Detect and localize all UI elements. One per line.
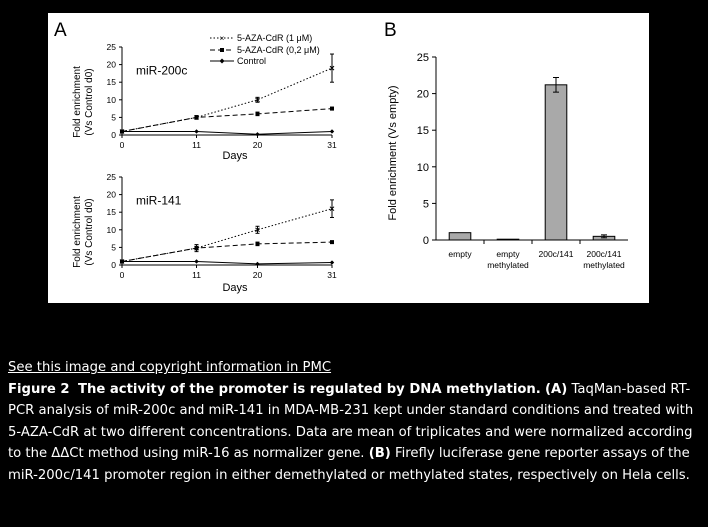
data-point: [329, 129, 335, 134]
category-label: 200c/141: [587, 249, 622, 259]
x-tick-label: 31: [327, 140, 337, 150]
x-tick-label: 20: [253, 140, 263, 150]
data-point: [194, 246, 199, 251]
figure-image: A B Fold enrichment (Vs Control d0) Days…: [48, 13, 649, 303]
figure-svg: A B Fold enrichment (Vs Control d0) Days…: [54, 20, 628, 294]
y-tick-label: 5: [423, 198, 429, 210]
y-tick-label: 20: [107, 190, 117, 200]
x-tick-label: 0: [120, 270, 125, 280]
data-point: [329, 206, 335, 212]
part-b-label: (B): [368, 446, 391, 462]
bar-2: [544, 84, 568, 241]
plots: 0 5 10 15 20 25 0 11 20 31 miR-200c 0 5 10 15 20 25 0 11 20…: [107, 42, 628, 280]
copyright-link[interactable]: See this image and copyright information…: [8, 360, 332, 375]
legend-label-1: 5-AZA-CdR (1 μM): [237, 33, 312, 43]
line-chart-0: 0 5 10 15 20 25 0 11 20 31 miR-200c: [107, 42, 337, 150]
a-bottom-xlabel: Days: [222, 282, 248, 294]
y-tick-label: 10: [107, 225, 117, 235]
series-line-0: [121, 67, 333, 132]
series-line-2: [122, 131, 333, 135]
y-tick-label: 25: [107, 42, 117, 52]
data-point: [330, 240, 334, 245]
data-point: [329, 65, 335, 71]
caption: See this image and copyright information…: [8, 357, 704, 487]
data-point: [194, 115, 199, 120]
data-point: [255, 261, 260, 267]
x-tick-label: 20: [253, 270, 263, 280]
legend-marker-x: ×: [220, 34, 225, 43]
data-point: [255, 241, 260, 246]
part-b-text: Firefly luciferase gene reporter assays …: [8, 446, 690, 483]
x-tick-label: 0: [120, 140, 125, 150]
series-line-1: [121, 108, 333, 132]
caption-body: Figure 2 The activity of the promoter is…: [8, 379, 704, 487]
data-point: [330, 106, 334, 111]
part-a-text: TaqMan-based RT-PCR analysis of miR-200c…: [8, 381, 694, 462]
chart-title: miR-141: [136, 193, 182, 207]
data-point: [255, 111, 260, 116]
y-tick-label: 20: [107, 60, 117, 70]
chart-title: miR-200c: [136, 63, 187, 77]
y-tick-label: 25: [107, 172, 117, 182]
legend-marker-diamond: [219, 58, 225, 64]
y-tick-label: 5: [111, 112, 116, 122]
panel-a-label: A: [54, 20, 67, 41]
legend-marker-square: [220, 48, 224, 52]
y-tick-label: 20: [417, 89, 429, 101]
data-point: [329, 260, 335, 265]
data-point: [255, 97, 260, 103]
legend-label-2: 5-AZA-CdR (0,2 μM): [237, 45, 320, 55]
y-tick-label: 25: [417, 52, 429, 64]
category-label: 200c/141: [539, 249, 574, 259]
legend: × 5-AZA-CdR (1 μM) 5-AZA-CdR (0,2 μM) Co…: [210, 33, 320, 66]
x-tick-label: 11: [192, 140, 201, 150]
category-label: empty: [448, 249, 472, 259]
category-label: methylated: [487, 260, 529, 270]
series-line-0: [121, 208, 333, 262]
a-top-ylabel-line2: (Vs Control d0): [84, 68, 95, 135]
bar-0: [448, 232, 472, 241]
panel-b-label: B: [384, 20, 397, 41]
y-tick-label: 5: [111, 242, 116, 252]
data-point: [194, 259, 199, 264]
x-tick-label: 31: [327, 270, 337, 280]
series-line-2: [122, 261, 333, 265]
data-point: [255, 132, 260, 137]
legend-label-3: Control: [237, 56, 266, 66]
a-top-ylabel-line1: Fold enrichment: [72, 66, 83, 138]
figure-title: The activity of the promoter is regulate…: [77, 381, 541, 397]
y-tick-label: 0: [111, 260, 116, 270]
a-bottom-ylabel-line2: (Vs Control d0): [84, 198, 95, 265]
y-tick-label: 0: [111, 130, 116, 140]
a-bottom-ylabel-line1: Fold enrichment: [72, 196, 83, 268]
a-top-xlabel: Days: [222, 150, 248, 162]
data-point: [119, 129, 125, 134]
x-tick-label: 11: [192, 270, 201, 280]
line-chart-1: 0 5 10 15 20 25 0 11 20 31 miR-141: [107, 172, 337, 280]
y-tick-label: 15: [107, 207, 117, 217]
data-point: [255, 227, 260, 233]
part-a-label: (A): [545, 381, 568, 397]
y-tick-label: 10: [107, 95, 117, 105]
y-tick-label: 15: [107, 77, 117, 87]
y-tick-label: 10: [417, 162, 429, 174]
b-ylabel: Fold enrichment (Vs empty): [387, 85, 399, 220]
data-point: [119, 259, 125, 264]
data-point: [194, 129, 199, 134]
category-label: methylated: [583, 260, 625, 270]
series-line-1: [121, 241, 333, 262]
figure-label: Figure 2: [8, 381, 70, 397]
bar-1: [496, 238, 520, 241]
y-tick-label: 15: [417, 125, 429, 137]
y-tick-label: 0: [423, 235, 429, 247]
category-label: empty: [496, 249, 520, 259]
